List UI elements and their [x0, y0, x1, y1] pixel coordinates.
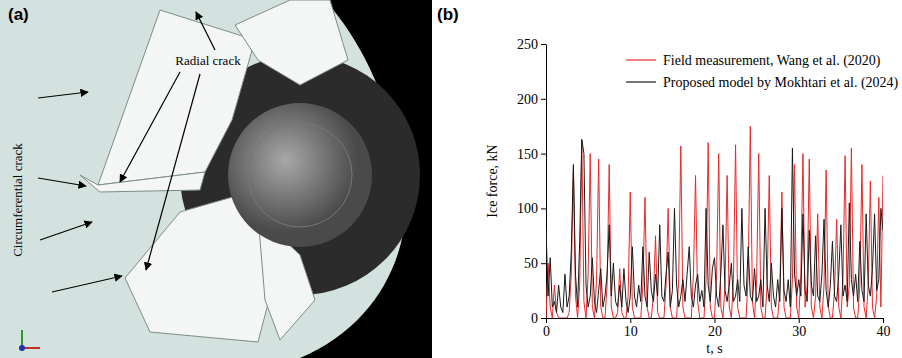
- panel-label: (b): [437, 5, 459, 24]
- y-tick-mark: [541, 154, 546, 155]
- x-tick: 10: [624, 318, 638, 339]
- x-tick-label: 30: [792, 324, 806, 339]
- y-axis-line: [546, 45, 547, 319]
- x-tick-mark: [715, 318, 716, 323]
- x-tick: 40: [877, 318, 891, 339]
- figure: (a) Radial crack Circumferential crack 0 10 2…: [0, 0, 902, 358]
- legend-swatch: [626, 59, 656, 60]
- y-tick-label: 50: [524, 256, 538, 271]
- y-tick: 150: [517, 147, 546, 162]
- ice-sheet: [0, 0, 432, 358]
- y-tick-label: 100: [517, 201, 538, 216]
- panel-label: (a): [8, 5, 29, 24]
- y-tick-mark: [541, 208, 546, 209]
- x-tick-mark: [799, 318, 800, 323]
- y-tick: 200: [517, 92, 546, 107]
- y-tick-mark: [541, 99, 546, 100]
- y-tick-label: 150: [517, 147, 538, 162]
- x-tick-mark: [546, 318, 547, 323]
- arrow: [120, 72, 180, 182]
- x-axis-title: t, s: [706, 341, 722, 356]
- y-axis-title: Ice force, kN: [485, 144, 500, 217]
- ice-piece: [80, 172, 205, 192]
- x-axis: 0 10 20 30 40: [543, 318, 891, 339]
- arrow: [40, 222, 92, 240]
- x-tick-mark: [883, 318, 884, 323]
- x-tick-label: 40: [877, 324, 891, 339]
- arrow: [38, 178, 86, 186]
- legend-swatch: [626, 81, 656, 82]
- y-axis: 0 50 100 150 200 250: [517, 37, 547, 326]
- triad-axis: [19, 345, 25, 351]
- x-tick-mark: [630, 318, 631, 323]
- y-tick-mark: [541, 318, 546, 319]
- arrow: [52, 276, 122, 292]
- y-tick: 50: [524, 256, 546, 271]
- x-tick-label: 20: [708, 324, 722, 339]
- annotation: Radial crack: [175, 53, 241, 68]
- pile: [228, 103, 372, 247]
- x-tick: 0: [543, 318, 550, 339]
- y-tick-mark: [541, 263, 546, 264]
- ice-piece: [235, 0, 348, 85]
- pile-ring: [248, 123, 352, 227]
- y-tick-mark: [541, 44, 546, 45]
- annotation: Circumferential crack: [10, 143, 25, 257]
- y-tick: 0: [531, 311, 546, 326]
- series-line: [546, 139, 883, 312]
- arrow: [38, 92, 88, 98]
- x-tick-label: 0: [543, 324, 550, 339]
- y-tick-label: 200: [517, 92, 538, 107]
- arrow: [146, 74, 200, 270]
- series-line: [546, 126, 883, 318]
- x-tick-label: 10: [624, 324, 638, 339]
- legend-label: Proposed model by Mokhtari et al. (2024): [663, 75, 899, 91]
- arrow: [196, 12, 215, 50]
- y-tick-label: 250: [517, 37, 538, 52]
- plot-lines: [546, 126, 883, 318]
- x-tick: 20: [708, 318, 722, 339]
- y-tick: 250: [517, 37, 546, 52]
- panel-a: [0, 0, 432, 358]
- x-tick: 30: [792, 318, 806, 339]
- y-tick: 100: [517, 201, 546, 216]
- legend-label: Field measurement, Wang et al. (2020): [663, 53, 881, 69]
- legend: Field measurement, Wang et al. (2020) Pro…: [626, 53, 899, 91]
- y-tick-label: 0: [531, 311, 538, 326]
